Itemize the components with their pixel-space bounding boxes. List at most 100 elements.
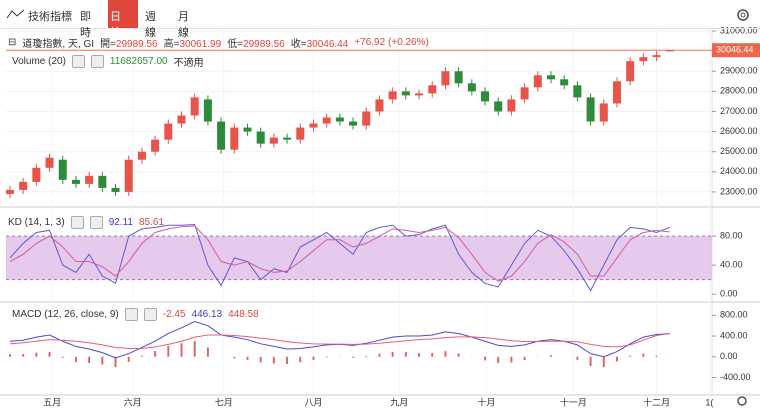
histogram-bar: [510, 356, 513, 363]
candle-body: [71, 179, 80, 184]
macd-legend: MACD (12, 26, close, 9) -2.45 446.13 448…: [12, 308, 259, 321]
histogram-bar: [615, 356, 618, 362]
d-value: 85.61: [139, 217, 165, 228]
histogram-bar: [457, 353, 460, 357]
histogram-bar: [312, 356, 315, 360]
histogram-bar: [74, 356, 77, 362]
ohlc-label: 收=: [290, 39, 307, 50]
kd-title[interactable]: KD (14, 1, 3): [8, 217, 65, 228]
candle-body: [388, 91, 397, 100]
candle-body: [612, 81, 621, 104]
candle-body: [283, 137, 292, 140]
settings-button[interactable]: [124, 308, 138, 321]
histogram-bar: [233, 356, 236, 359]
settings-icon[interactable]: [735, 7, 751, 23]
histogram-bar: [589, 356, 592, 367]
dea-value: 448.58: [228, 309, 259, 320]
histogram-bar: [101, 356, 104, 365]
histogram-bar: [484, 356, 487, 361]
candle-body: [137, 151, 146, 160]
x-tick-label: 六月: [124, 396, 142, 407]
y-tick-label: 800.00: [720, 310, 748, 320]
settings-button[interactable]: [71, 55, 85, 68]
tab[interactable]: 即時: [80, 11, 91, 39]
y-tick-label: 0.00: [720, 351, 738, 361]
histogram-bar: [576, 356, 579, 360]
histogram-bar: [246, 356, 249, 360]
candle-body: [19, 181, 28, 190]
candle-body: [124, 159, 133, 192]
histogram-bar: [325, 356, 328, 358]
histogram-bar: [61, 356, 64, 358]
tab[interactable]: 月線: [178, 11, 189, 39]
band: [6, 236, 712, 280]
y-tick-label: 0.00: [720, 289, 738, 299]
candle-body: [586, 97, 595, 122]
settings-icon[interactable]: [737, 396, 747, 406]
tab[interactable]: 日線: [110, 11, 121, 39]
candle-body: [375, 99, 384, 112]
candle-body: [494, 101, 503, 112]
x-tick-label: 七月: [215, 397, 233, 407]
candle-body: [45, 157, 54, 168]
histogram-bar: [431, 352, 434, 357]
macd-title[interactable]: MACD (12, 26, close, 9): [12, 309, 119, 320]
candle-body: [203, 99, 212, 122]
histogram-bar: [550, 355, 553, 357]
k-value: 92.11: [108, 217, 133, 228]
close-button[interactable]: [90, 55, 104, 68]
candle-body: [639, 57, 648, 62]
candle-body: [349, 121, 358, 126]
candle-body: [190, 97, 199, 116]
candle-body: [322, 117, 331, 124]
y-tick-label: 25000.00: [720, 146, 758, 156]
histogram-bar: [365, 355, 368, 357]
candle-body: [217, 121, 226, 150]
x-tick-label: 十一月: [560, 396, 587, 407]
indicators-button[interactable]: 技術指標: [28, 11, 72, 23]
candle-body: [5, 189, 14, 194]
histogram-bar: [444, 351, 447, 357]
settings-button[interactable]: [70, 216, 84, 229]
histogram-bar: [35, 352, 38, 357]
y-tick-label: 28000.00: [720, 86, 758, 96]
ohlc-label: 高=: [163, 39, 180, 50]
candle-body: [401, 91, 410, 96]
volume-legend: Volume (20) 11682657.00 不適用: [12, 54, 204, 69]
collapse-icon[interactable]: ⊟: [8, 37, 17, 48]
candle-body: [547, 75, 556, 80]
histogram-bar: [272, 356, 275, 364]
histogram-bar: [655, 355, 658, 357]
candle-body: [454, 71, 463, 84]
histogram-bar: [22, 354, 25, 357]
candle-body: [177, 115, 186, 124]
dif-value: 446.13: [191, 309, 223, 320]
tab[interactable]: 週線: [145, 11, 156, 39]
histogram-bar: [154, 351, 157, 357]
candle-body: [441, 71, 450, 86]
y-tick-label: 27000.00: [720, 106, 758, 116]
y-tick-label: 29000.00: [720, 66, 758, 76]
candle-body: [85, 175, 94, 184]
y-tick-label: 23000.00: [720, 186, 758, 196]
histogram-bar: [299, 356, 302, 363]
symbol-title[interactable]: 道瓊指數, 天, GI: [22, 39, 95, 50]
macd-line: [9, 333, 670, 349]
volume-title[interactable]: Volume (20): [12, 56, 66, 67]
price-legend: ⊟ 道瓊指數, 天, GI 開=29989.56 高=30061.99 低=29…: [8, 35, 429, 50]
histogram-bar: [286, 356, 289, 365]
close-button[interactable]: [89, 216, 103, 229]
close-button[interactable]: [143, 308, 157, 321]
candle-body: [573, 85, 582, 98]
indicator-icon[interactable]: [6, 8, 26, 22]
histogram-bar: [642, 353, 645, 357]
histogram-bar: [259, 356, 262, 363]
histogram-bar: [378, 353, 381, 357]
candle-body: [230, 127, 239, 150]
histogram-bar: [88, 356, 91, 363]
toolbar: 技術指標 即時 日線 週線 月線: [0, 0, 760, 39]
candle-body: [507, 99, 516, 112]
y-tick-label: -400.00: [720, 372, 751, 382]
histogram-bar: [497, 356, 500, 363]
